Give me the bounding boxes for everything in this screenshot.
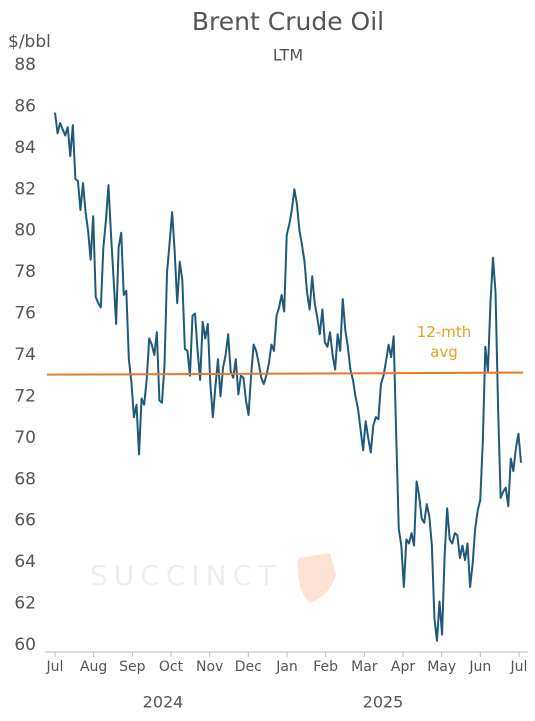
- x-tick-label: Apr: [391, 659, 415, 675]
- y-tick-label: 80: [14, 221, 36, 241]
- year-label: 2025: [363, 693, 404, 712]
- y-tick-label: 66: [14, 511, 36, 531]
- y-tick-label: 62: [14, 594, 36, 614]
- y-tick-label: 88: [14, 55, 36, 75]
- x-tick-label: Jul: [510, 659, 528, 675]
- y-tick-label: 82: [14, 179, 36, 199]
- x-tick-label: Aug: [80, 659, 107, 675]
- y-tick-label: 74: [14, 345, 36, 365]
- y-tick-label: 78: [14, 262, 36, 282]
- y-tick-label: 68: [14, 469, 36, 489]
- x-tick-label: Sep: [119, 659, 146, 675]
- watermark: SUCCINCT: [90, 559, 281, 592]
- year-label: 2024: [143, 693, 184, 712]
- price-line: [54, 112, 522, 642]
- chart-subtitle: LTM: [273, 46, 303, 65]
- chart-title: Brent Crude Oil: [192, 7, 384, 36]
- y-tick-label: 76: [14, 304, 36, 324]
- watermark-logo: [297, 553, 336, 603]
- x-tick-label: Jun: [468, 659, 491, 675]
- x-tick-label: Mar: [351, 659, 378, 675]
- x-tick-label: Nov: [196, 659, 223, 675]
- y-tick-label: 86: [14, 96, 36, 116]
- x-tick-label: Jul: [46, 659, 64, 675]
- x-tick-label: Dec: [235, 659, 262, 675]
- y-axis-label: $/bbl: [8, 32, 51, 52]
- y-tick-label: 70: [14, 428, 36, 448]
- x-tick-label: May: [427, 659, 456, 675]
- y-tick-label: 84: [14, 138, 36, 158]
- annotation: 12-mth avg: [416, 323, 472, 361]
- average-line: [46, 371, 524, 376]
- x-tick-label: Oct: [159, 659, 184, 675]
- y-tick-label: 72: [14, 386, 36, 406]
- y-tick-label: 64: [14, 552, 36, 572]
- x-tick-label: Jan: [275, 659, 298, 675]
- y-tick-label: 60: [14, 635, 36, 655]
- x-tick-label: Feb: [313, 659, 338, 675]
